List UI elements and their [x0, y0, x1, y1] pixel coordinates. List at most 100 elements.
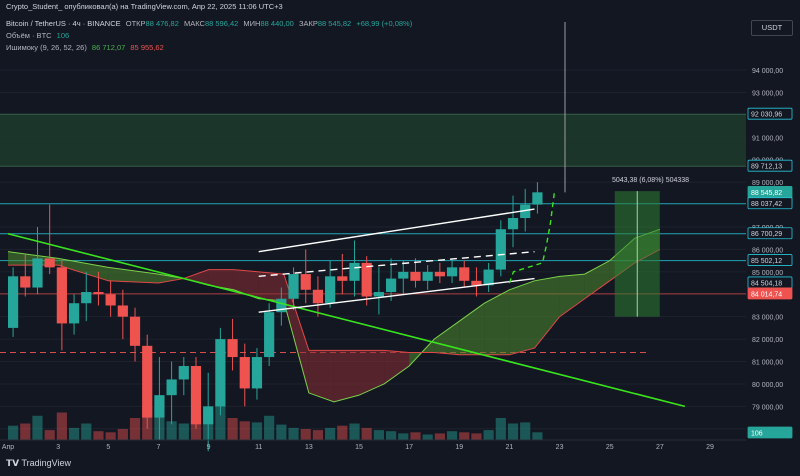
- volume-bar: [227, 418, 238, 440]
- candle-body: [56, 267, 67, 324]
- brand-name: TradingView: [21, 458, 71, 468]
- volume-value: 106: [56, 31, 70, 40]
- candle-body: [68, 303, 80, 324]
- cloud-segment: [308, 350, 334, 402]
- candle-body: [154, 395, 165, 418]
- time-tick-label: 13: [305, 444, 313, 451]
- price-tag-label: 86 700,29: [751, 231, 782, 238]
- candle-body: [81, 292, 92, 304]
- candle-body: [251, 357, 263, 389]
- volume-bar: [410, 432, 421, 440]
- time-tick-label: Апр: [2, 444, 14, 451]
- candle-body: [105, 294, 116, 306]
- volume-bar: [507, 423, 519, 440]
- cloud-segment: [183, 269, 209, 286]
- cloud-segment: [283, 274, 309, 393]
- time-tick-label: 17: [405, 444, 413, 451]
- candle-body: [300, 274, 311, 290]
- candle-body: [422, 271, 433, 281]
- high-label: МАКС: [184, 19, 205, 28]
- time-tick-label: 11: [255, 444, 262, 451]
- volume-bar: [32, 415, 43, 440]
- price-tick-label: 80 000,00: [752, 382, 783, 389]
- measure-label: 5043,38 (6,08%) 504338: [612, 177, 690, 184]
- candle-body: [459, 267, 470, 281]
- candle-body: [215, 339, 226, 407]
- tradingview-logo: 𝗧𝗩 TradingView: [6, 458, 71, 468]
- volume-bar: [93, 431, 104, 440]
- volume-bar: [215, 401, 226, 440]
- price-tag-label: 88 545,82: [751, 190, 782, 197]
- volume-bar: [166, 421, 177, 440]
- cloud-segment: [258, 271, 284, 301]
- cloud-segment: [108, 267, 159, 284]
- ichimoku-label: Ишимоку (9, 26, 52, 26): [6, 43, 87, 52]
- volume-bar: [459, 432, 470, 440]
- volume-bar: [434, 433, 445, 440]
- cloud-segment: [333, 350, 359, 402]
- candle-body: [264, 312, 275, 358]
- volume-bar: [8, 425, 19, 440]
- candle-body: [190, 366, 202, 425]
- price-tag-label: 106: [751, 431, 763, 438]
- volume-bar: [44, 430, 55, 440]
- candle-body: [483, 269, 494, 286]
- projected-path: [508, 191, 556, 284]
- volume-bar: [117, 429, 128, 440]
- cloud-segment: [233, 269, 259, 299]
- candle-body: [129, 316, 141, 346]
- candle-body: [312, 289, 324, 304]
- price-tick-label: 85 000,00: [752, 270, 783, 277]
- candle-body: [349, 262, 360, 281]
- candle-body: [276, 298, 287, 313]
- candle-body: [32, 258, 43, 288]
- candle-body: [142, 345, 153, 418]
- volume-bar: [520, 422, 531, 440]
- candle-body: [166, 379, 177, 396]
- volume-line: Объём · BTC 106: [6, 31, 72, 40]
- volume-bars: [8, 401, 543, 440]
- open-label: ОТКР: [125, 19, 146, 28]
- price-tag-box: [747, 227, 793, 240]
- drawings: [7, 22, 686, 408]
- price-tag-label: 88 037,42: [751, 201, 782, 208]
- ichimoku-line: Ишимоку (9, 26, 52, 26) 86 712,07 85 955…: [6, 43, 167, 52]
- candle-body: [117, 305, 128, 317]
- candle-body: [495, 229, 506, 270]
- candle-body: [385, 278, 397, 293]
- candles: [8, 182, 543, 452]
- volume-bar: [398, 433, 409, 440]
- volume-bar: [251, 422, 263, 440]
- price-tag-box: [747, 254, 793, 266]
- price-tick-label: 93 000,00: [752, 90, 783, 97]
- currency-button[interactable]: USDT: [751, 20, 793, 36]
- volume-bar: [129, 418, 141, 440]
- candle-body: [239, 357, 250, 389]
- candle-body: [361, 262, 372, 297]
- volume-bar: [373, 430, 384, 440]
- candle-body: [520, 204, 531, 219]
- price-tag-box: [747, 159, 793, 172]
- time-tick-label: 3: [56, 444, 60, 451]
- price-tag-box: [747, 197, 793, 210]
- price-tag-label: 89 712,13: [751, 164, 782, 171]
- volume-bar: [20, 423, 31, 440]
- low-label: МИН: [243, 19, 261, 28]
- price-tick-label: 81 000,00: [752, 360, 783, 367]
- time-tick-label: 21: [506, 444, 514, 451]
- close-value: 88 545,82: [317, 19, 352, 28]
- time-tick-label: 25: [606, 444, 614, 451]
- ichimoku-cloud: [7, 228, 661, 403]
- cloud-segment: [158, 274, 184, 284]
- price-tick-label: 94 000,00: [752, 68, 783, 75]
- candle-body: [8, 276, 19, 328]
- price-tick-label: 83 000,00: [752, 315, 783, 322]
- volume-bar: [422, 434, 433, 440]
- time-tick-label: 27: [656, 444, 664, 451]
- volume-bar: [68, 427, 80, 440]
- cloud-segment: [559, 274, 585, 317]
- cloud-segment: [359, 350, 385, 396]
- volume-bar: [56, 412, 67, 440]
- price-tag-label: 84 014,74: [751, 291, 782, 298]
